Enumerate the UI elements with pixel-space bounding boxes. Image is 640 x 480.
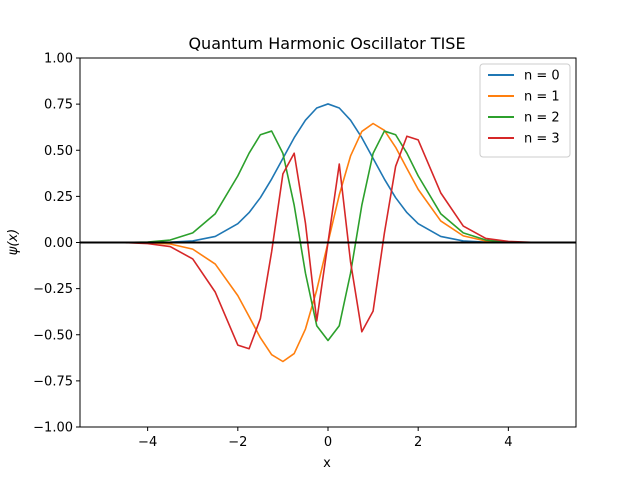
legend-label: n = 2: [524, 111, 560, 126]
series-line-2: [102, 130, 554, 342]
legend: n = 0 n = 1 n = 2 n = 3: [479, 63, 571, 158]
y-axis-label: ψ(x): [6, 229, 21, 255]
y-tick-label: 0.00: [44, 236, 73, 251]
y-tick-label: −0.25: [33, 282, 73, 297]
legend-box: [479, 63, 571, 158]
x-axis-ticks: −4 −2 0 2 4: [138, 427, 513, 450]
x-tick-label: −4: [138, 435, 157, 450]
legend-label: n = 0: [524, 69, 560, 84]
legend-label: n = 3: [524, 132, 560, 147]
y-tick-label: 1.00: [44, 52, 73, 67]
x-tick-label: 2: [414, 435, 422, 450]
x-tick-label: 0: [324, 435, 332, 450]
y-tick-label: 0.25: [44, 190, 73, 205]
y-tick-label: −1.00: [33, 421, 73, 436]
legend-label: n = 1: [524, 90, 560, 105]
y-axis-ticks: −1.00 −0.75 −0.50 −0.25 0.00 0.25 0.50 0.75 1.00: [33, 52, 80, 436]
x-tick-label: −2: [228, 435, 247, 450]
y-tick-label: −0.75: [33, 374, 73, 389]
x-axis-label: x: [323, 456, 331, 471]
chart-title: Quantum Harmonic Oscillator TISE: [188, 34, 465, 53]
y-tick-label: 0.75: [44, 98, 73, 113]
y-tick-label: 0.50: [44, 144, 73, 159]
y-tick-label: −0.50: [33, 328, 73, 343]
series-line-0: [102, 103, 554, 244]
x-tick-label: 4: [504, 435, 512, 450]
